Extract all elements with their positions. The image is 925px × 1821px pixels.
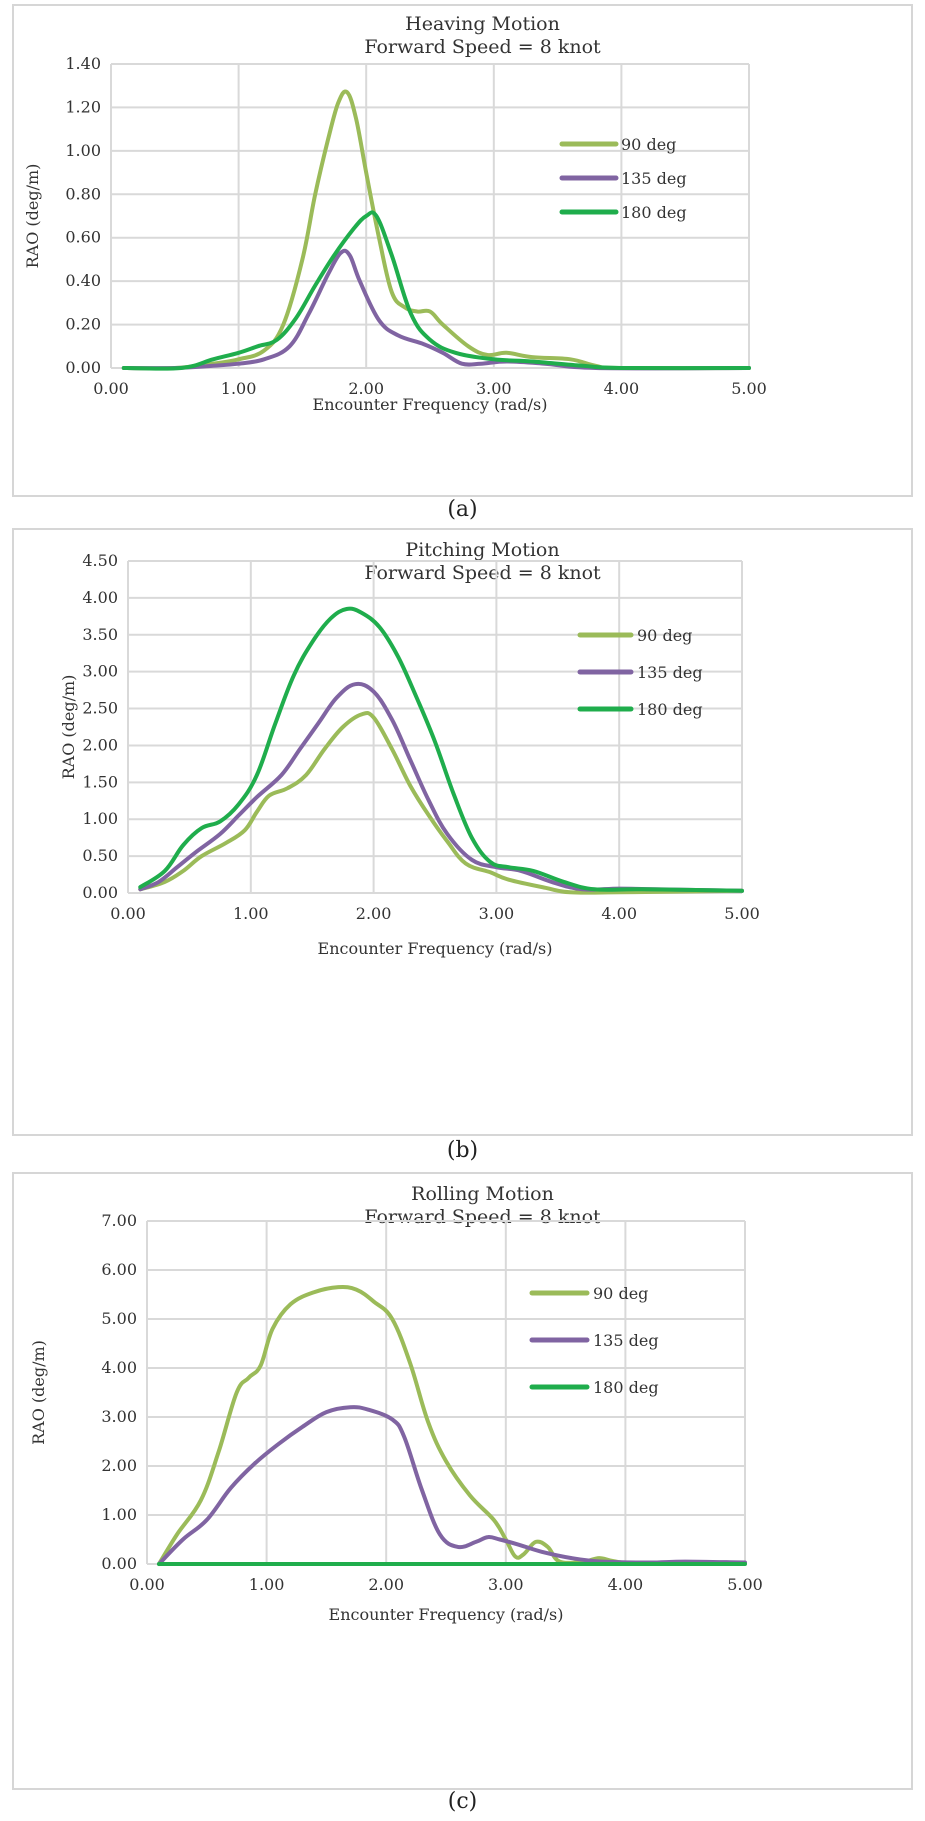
- legend-label: 90 deg: [621, 135, 676, 154]
- y-tick-label: 0.00: [82, 883, 118, 902]
- x-tick-label: 2.00: [348, 379, 384, 398]
- figure-caption-b: (b): [446, 1138, 479, 1163]
- x-tick-label: 4.00: [604, 379, 640, 398]
- figure-caption-c: (c): [447, 1789, 478, 1814]
- chart-subtitle: Forward Speed = 8 knot: [364, 36, 601, 58]
- x-tick-label: 4.00: [601, 904, 637, 923]
- x-tick-label: 1.00: [249, 1575, 285, 1594]
- y-tick-label: 0.00: [65, 358, 101, 377]
- legend-label: 135 deg: [637, 663, 703, 682]
- y-tick-label: 0.00: [101, 1554, 137, 1573]
- x-tick-label: 4.00: [608, 1575, 644, 1594]
- legend-label: 180 deg: [621, 203, 687, 222]
- x-tick-label: 5.00: [724, 904, 760, 923]
- y-tick-label: 0.80: [65, 184, 101, 203]
- y-axis-label: RAO (deg/m): [23, 164, 42, 269]
- y-tick-label: 7.00: [101, 1211, 137, 1230]
- x-axis-label: Encounter Frequency (rad/s): [313, 395, 548, 414]
- y-tick-label: 2.00: [82, 735, 118, 754]
- series-line-135-deg: [121, 248, 751, 371]
- y-tick-label: 3.00: [101, 1407, 137, 1426]
- x-tick-label: 5.00: [727, 1575, 763, 1594]
- legend-label: 180 deg: [637, 700, 703, 719]
- x-axis-label: Encounter Frequency (rad/s): [318, 939, 553, 958]
- legend-label: 90 deg: [593, 1284, 648, 1303]
- y-tick-label: 0.40: [65, 271, 101, 290]
- y-tick-label: 1.40: [65, 54, 101, 73]
- legend-label: 135 deg: [593, 1331, 659, 1350]
- x-tick-label: 0.00: [93, 379, 129, 398]
- y-axis-label: RAO (deg/m): [29, 1340, 48, 1445]
- y-tick-label: 4.00: [101, 1358, 137, 1377]
- chart-subtitle: Forward Speed = 8 knot: [364, 1206, 601, 1228]
- x-axis-label: Encounter Frequency (rad/s): [329, 1605, 564, 1624]
- y-tick-label: 1.50: [82, 772, 118, 791]
- x-tick-label: 2.00: [356, 904, 392, 923]
- x-tick-label: 2.00: [368, 1575, 404, 1594]
- y-tick-label: 6.00: [101, 1260, 137, 1279]
- y-tick-label: 0.20: [65, 315, 101, 334]
- legend-label: 135 deg: [621, 169, 687, 188]
- legend-label: 90 deg: [637, 626, 692, 645]
- y-tick-label: 2.50: [82, 699, 118, 718]
- x-tick-label: 1.00: [221, 379, 257, 398]
- y-tick-label: 4.50: [82, 551, 118, 570]
- legend-label: 180 deg: [593, 1378, 659, 1397]
- chart-panel-heave: Heaving Motion Forward Speed = 8 knot 0.00…: [12, 4, 913, 497]
- y-tick-label: 4.00: [82, 588, 118, 607]
- y-tick-label: 1.00: [65, 141, 101, 160]
- y-tick-label: 1.20: [65, 97, 101, 116]
- x-tick-label: 0.00: [129, 1575, 165, 1594]
- y-tick-label: 2.00: [101, 1456, 137, 1475]
- y-tick-label: 1.00: [82, 809, 118, 828]
- series-line-180-deg: [138, 606, 744, 893]
- chart-panel-roll: Rolling Motion Forward Speed = 8 knot 0.00…: [12, 1172, 913, 1790]
- x-tick-label: 5.00: [731, 379, 767, 398]
- x-tick-label: 0.00: [110, 904, 146, 923]
- figure-caption-a: (a): [447, 497, 478, 522]
- chart-subtitle: Forward Speed = 8 knot: [364, 562, 601, 584]
- x-tick-label: 3.00: [479, 904, 515, 923]
- y-tick-label: 1.00: [101, 1505, 137, 1524]
- y-tick-label: 0.50: [82, 846, 118, 865]
- chart-panel-pitch: Pitching Motion Forward Speed = 8 knot 0.0…: [12, 528, 913, 1136]
- y-tick-label: 5.00: [101, 1309, 137, 1328]
- series-line-90-deg: [138, 710, 744, 895]
- series-line-135-deg: [157, 1405, 747, 1566]
- chart-title: Rolling Motion: [411, 1183, 554, 1205]
- y-tick-label: 3.50: [82, 625, 118, 644]
- y-tick-label: 0.60: [65, 228, 101, 247]
- series-line-90-deg: [121, 89, 751, 371]
- series-line-180-deg: [121, 210, 751, 371]
- x-tick-label: 3.00: [476, 379, 512, 398]
- x-tick-label: 1.00: [233, 904, 269, 923]
- y-tick-label: 3.00: [82, 662, 118, 681]
- chart-title: Heaving Motion: [405, 13, 560, 35]
- series-line-90-deg: [157, 1284, 747, 1566]
- chart-title: Pitching Motion: [405, 539, 559, 561]
- y-axis-label: RAO (deg/m): [59, 675, 78, 780]
- series-line-135-deg: [138, 681, 744, 893]
- x-tick-label: 3.00: [488, 1575, 524, 1594]
